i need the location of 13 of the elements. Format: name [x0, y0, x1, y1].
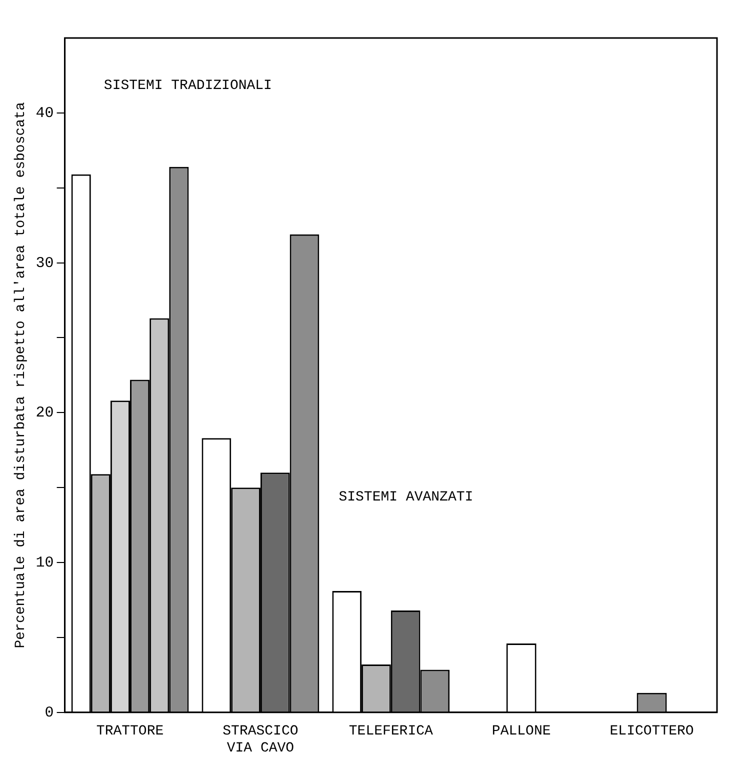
- y-tick-label: 40: [36, 104, 54, 122]
- y-axis-title: Percentuale di area disturbata rispetto all'area totale esboscata: [13, 102, 30, 648]
- y-tick-label: 10: [36, 554, 54, 572]
- x-tick-label: STRASCICO VIA CAVO: [222, 724, 298, 756]
- x-tick-label: PALLONE: [492, 724, 551, 740]
- x-tick-label: ELICOTTERO: [610, 724, 694, 740]
- annotation: SISTEMI AVANZATI: [338, 490, 474, 506]
- x-tick-label: TRATTORE: [96, 724, 164, 740]
- y-tick-label: 30: [36, 254, 54, 272]
- y-tick-label: 20: [36, 404, 54, 422]
- x-tick-label: TELEFERICA: [348, 724, 434, 740]
- y-tick-label: 0: [44, 704, 54, 722]
- annotation: SISTEMI TRADIZIONALI: [104, 78, 272, 94]
